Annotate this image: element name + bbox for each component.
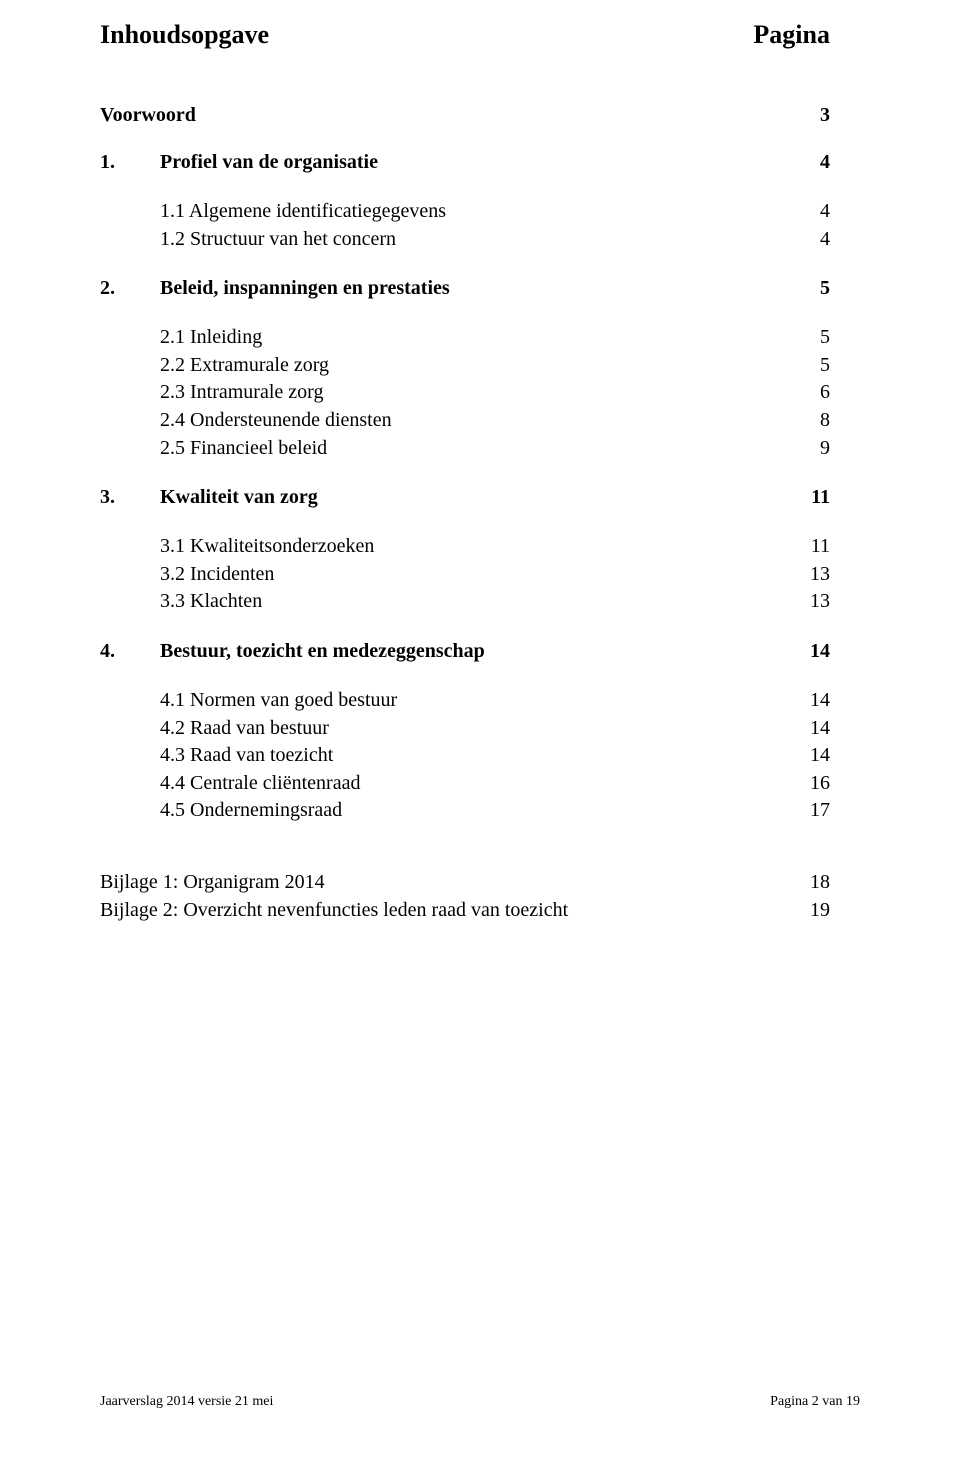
section-label: Profiel van de organisatie [160, 151, 378, 174]
sub-row: 2.5 Financieel beleid 9 [160, 435, 830, 463]
sub-page: 16 [810, 770, 830, 798]
sub-label: 4.3 Raad van toezicht [160, 742, 333, 770]
bijlage-block: Bijlage 1: Organigram 2014 18 Bijlage 2:… [100, 869, 830, 924]
sub-block: 4.1 Normen van goed bestuur 14 4.2 Raad … [160, 687, 830, 825]
sub-row: 2.1 Inleiding 5 [160, 324, 830, 352]
sub-page: 14 [810, 687, 830, 715]
sub-label: 4.5 Ondernemingsraad [160, 797, 342, 825]
sub-row: 3.2 Incidenten 13 [160, 561, 830, 589]
sub-page: 4 [820, 226, 830, 254]
bijlage-row: Bijlage 2: Overzicht nevenfuncties leden… [100, 897, 830, 925]
sub-row: 4.4 Centrale cliëntenraad 16 [160, 770, 830, 798]
sub-page: 14 [810, 715, 830, 743]
sub-row: 2.4 Ondersteunende diensten 8 [160, 407, 830, 435]
section-page: 4 [820, 151, 830, 174]
sub-page: 11 [811, 533, 830, 561]
sub-row: 1.1 Algemene identificatiegegevens 4 [160, 198, 830, 226]
voorwoord-row: Voorwoord 3 [100, 104, 830, 127]
toc-title-left: Inhoudsopgave [100, 20, 269, 50]
sub-row: 2.3 Intramurale zorg 6 [160, 379, 830, 407]
sub-page: 13 [810, 588, 830, 616]
section-row: 2. Beleid, inspanningen en prestaties 5 [100, 277, 830, 300]
sub-label: 2.3 Intramurale zorg [160, 379, 323, 407]
section-label: Kwaliteit van zorg [160, 486, 318, 509]
section-number: 2. [100, 277, 160, 300]
sub-page: 9 [820, 435, 830, 463]
voorwoord-page: 3 [820, 104, 830, 127]
sub-label: 2.5 Financieel beleid [160, 435, 327, 463]
sub-row: 4.5 Ondernemingsraad 17 [160, 797, 830, 825]
sub-label: 4.4 Centrale cliëntenraad [160, 770, 360, 798]
sub-label: 2.4 Ondersteunende diensten [160, 407, 392, 435]
sub-block: 3.1 Kwaliteitsonderzoeken 11 3.2 Inciden… [160, 533, 830, 616]
toc-title-right: Pagina [753, 20, 830, 50]
sub-page: 5 [820, 352, 830, 380]
section-label: Beleid, inspanningen en prestaties [160, 277, 450, 300]
sub-row: 3.1 Kwaliteitsonderzoeken 11 [160, 533, 830, 561]
page-footer: Jaarverslag 2014 versie 21 mei Pagina 2 … [100, 1394, 860, 1410]
sub-page: 14 [810, 742, 830, 770]
sub-label: 4.1 Normen van goed bestuur [160, 687, 397, 715]
sub-label: 2.2 Extramurale zorg [160, 352, 329, 380]
section-page: 5 [820, 277, 830, 300]
sub-label: 3.3 Klachten [160, 588, 262, 616]
section-row: 4. Bestuur, toezicht en medezeggenschap … [100, 640, 830, 663]
sub-page: 8 [820, 407, 830, 435]
bijlage-page: 19 [810, 897, 830, 925]
sub-label: 1.1 Algemene identificatiegegevens [160, 198, 446, 226]
section-row: 3. Kwaliteit van zorg 11 [100, 486, 830, 509]
sub-label: 1.2 Structuur van het concern [160, 226, 396, 254]
sub-page: 17 [810, 797, 830, 825]
bijlage-label: Bijlage 1: Organigram 2014 [100, 869, 325, 897]
sub-row: 4.3 Raad van toezicht 14 [160, 742, 830, 770]
sub-page: 13 [810, 561, 830, 589]
section-row: 1. Profiel van de organisatie 4 [100, 151, 830, 174]
section-number: 4. [100, 640, 160, 663]
sub-label: 4.2 Raad van bestuur [160, 715, 329, 743]
section-number: 1. [100, 151, 160, 174]
bijlage-page: 18 [810, 869, 830, 897]
section-number: 3. [100, 486, 160, 509]
footer-left: Jaarverslag 2014 versie 21 mei [100, 1394, 273, 1410]
sub-row: 4.1 Normen van goed bestuur 14 [160, 687, 830, 715]
sub-row: 2.2 Extramurale zorg 5 [160, 352, 830, 380]
sub-block: 2.1 Inleiding 5 2.2 Extramurale zorg 5 2… [160, 324, 830, 462]
sub-row: 3.3 Klachten 13 [160, 588, 830, 616]
toc-title-row: Inhoudsopgave Pagina [100, 20, 830, 50]
sub-page: 4 [820, 198, 830, 226]
bijlage-label: Bijlage 2: Overzicht nevenfuncties leden… [100, 897, 568, 925]
sub-block: 1.1 Algemene identificatiegegevens 4 1.2… [160, 198, 830, 253]
section-label: Bestuur, toezicht en medezeggenschap [160, 640, 485, 663]
sub-page: 6 [820, 379, 830, 407]
sub-label: 3.1 Kwaliteitsonderzoeken [160, 533, 374, 561]
page: Inhoudsopgave Pagina Voorwoord 3 1. Prof… [0, 0, 960, 1474]
sub-label: 3.2 Incidenten [160, 561, 274, 589]
bijlage-row: Bijlage 1: Organigram 2014 18 [100, 869, 830, 897]
sub-label: 2.1 Inleiding [160, 324, 262, 352]
section-page: 14 [810, 640, 830, 663]
voorwoord-label: Voorwoord [100, 104, 196, 127]
section-page: 11 [811, 486, 830, 509]
sub-row: 1.2 Structuur van het concern 4 [160, 226, 830, 254]
footer-right: Pagina 2 van 19 [770, 1394, 860, 1410]
sub-page: 5 [820, 324, 830, 352]
sub-row: 4.2 Raad van bestuur 14 [160, 715, 830, 743]
